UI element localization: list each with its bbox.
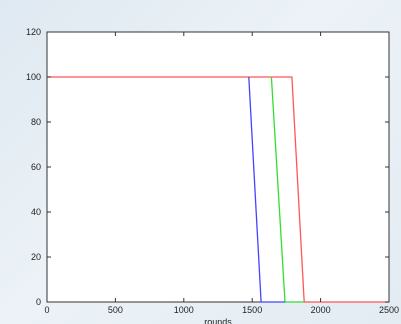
y-tick-label-20: 20: [31, 252, 41, 262]
y-tick-label-100: 100: [26, 72, 41, 82]
x-tick-label-0: 0: [44, 305, 49, 315]
y-tick-label-80: 80: [31, 117, 41, 127]
y-tick-label-60: 60: [31, 162, 41, 172]
x-tick-label-2500: 2500: [379, 305, 399, 315]
x-axis-label: rounds: [204, 317, 232, 324]
x-tick-label-2000: 2000: [311, 305, 331, 315]
y-tick-label-40: 40: [31, 207, 41, 217]
series-layer: [47, 76, 389, 303]
ticks-layer: 0 500 1000 1500 2000 2500 0 20 40 60 80 100 120: [26, 27, 399, 315]
series-line-3: [248, 76, 285, 303]
series-line-1: [47, 76, 389, 303]
y-tick-label-0: 0: [36, 297, 41, 307]
x-tick-label-1500: 1500: [242, 305, 262, 315]
x-tick-label-500: 500: [108, 305, 123, 315]
x-tick-label-1000: 1000: [174, 305, 194, 315]
y-tick-label-120: 120: [26, 27, 41, 37]
plot-area: [46, 31, 390, 303]
